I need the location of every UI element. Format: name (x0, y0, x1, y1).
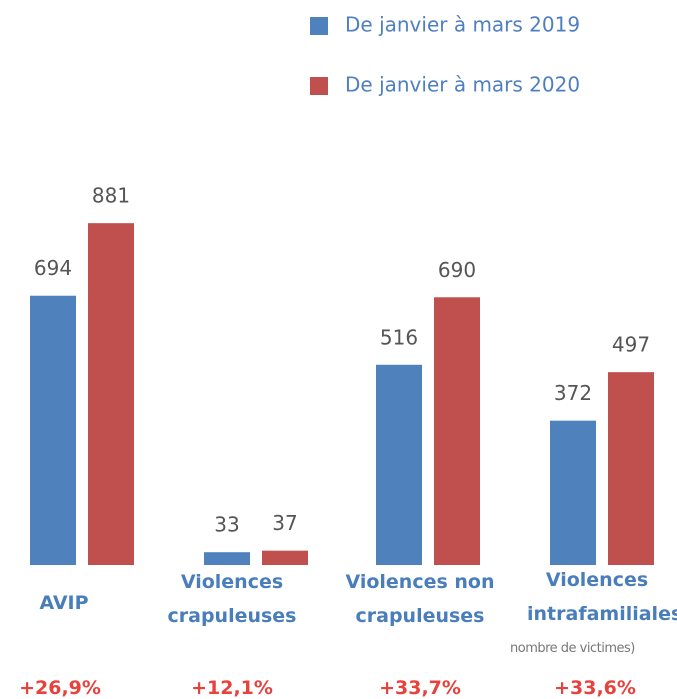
change-label: +33,6% (554, 677, 636, 699)
value-label: 694 (34, 256, 72, 280)
bar (88, 223, 134, 565)
value-label: 497 (612, 333, 650, 357)
bar (204, 552, 250, 565)
bar (550, 420, 596, 565)
bar (608, 372, 654, 565)
value-label: 690 (438, 258, 476, 282)
change-label: +26,9% (19, 677, 101, 699)
legend-label: De janvier à mars 2019 (345, 13, 580, 37)
bar (434, 297, 480, 565)
bar (30, 295, 76, 565)
category-label: Violences crapuleuses (167, 571, 297, 627)
bar (262, 550, 308, 565)
change-label: +33,7% (379, 677, 461, 699)
bar (376, 364, 422, 565)
legend-label: De janvier à mars 2020 (345, 73, 580, 97)
value-label: 372 (554, 381, 592, 405)
category-label: AVIP (39, 592, 89, 614)
category-label: Violences non crapuleuses (345, 571, 495, 627)
value-label: 33 (214, 513, 239, 537)
category-label: Violences intrafamiliales (527, 569, 677, 625)
value-label: 881 (92, 184, 130, 208)
note: nombre de victimes) (510, 641, 635, 656)
legend-swatch (310, 77, 328, 95)
legend-swatch (310, 17, 328, 35)
change-label: +12,1% (191, 677, 273, 699)
value-label: 37 (272, 511, 297, 535)
value-label: 516 (380, 325, 418, 349)
